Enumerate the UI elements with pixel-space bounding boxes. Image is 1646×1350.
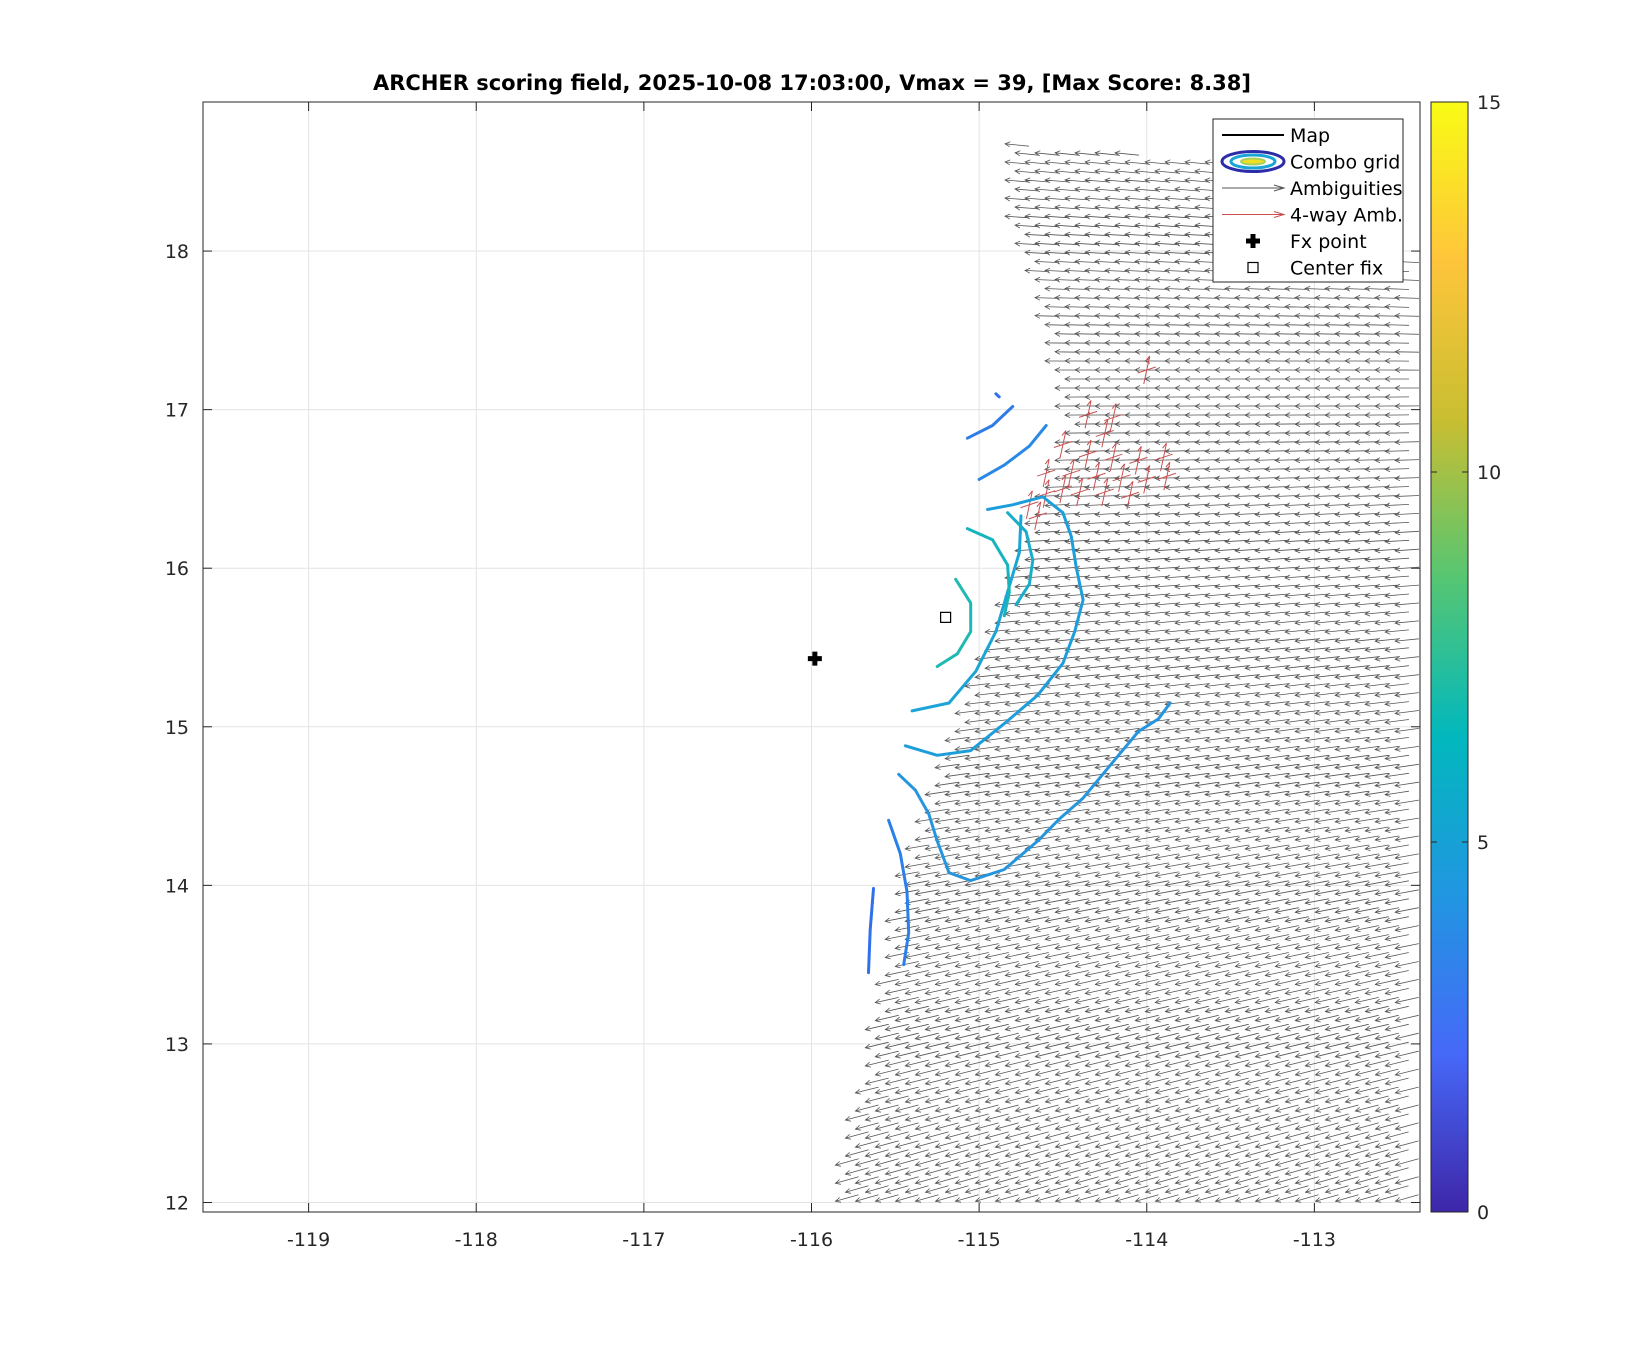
y-tick-label: 16: [165, 558, 189, 580]
combo-grid-contour: [977, 424, 1048, 481]
legend-label: Combo grid: [1290, 152, 1400, 174]
legend-arrow-swatch: [1222, 184, 1286, 192]
four-way-ambiguity-arrow: [1095, 477, 1115, 507]
y-tick-label: 12: [165, 1192, 189, 1214]
four-way-ambiguity-arrow: [1020, 490, 1039, 519]
four-way-ambiguity-arrow: [1078, 439, 1098, 469]
y-tick-label: 14: [165, 875, 189, 897]
legend-label: Fx point: [1290, 231, 1367, 253]
center-fix-marker: [940, 611, 952, 623]
colorbar-tick-label: 15: [1477, 92, 1501, 114]
four-way-ambiguity-arrow: [1037, 458, 1056, 488]
legend-box: [1212, 118, 1404, 283]
fix-markers: [807, 611, 952, 666]
grid-lines: [203, 102, 1420, 1212]
combo-grid-contour: [935, 577, 973, 668]
legend-contour-swatch-core: [1240, 157, 1266, 166]
four-way-ambiguity-arrows: [1020, 355, 1177, 530]
combo-grid-contour: [1006, 511, 1035, 607]
combo-grid-contour: [903, 495, 1085, 757]
legend-square-swatch: [1247, 261, 1259, 274]
legend-label: Ambiguities: [1290, 178, 1403, 200]
combo-grid-contour: [910, 514, 1023, 713]
x-tick-label: -113: [1293, 1229, 1336, 1251]
combo-grid-contour: [994, 392, 1001, 399]
four-way-ambiguity-arrow: [1137, 465, 1156, 494]
combo-grid-contour: [867, 887, 875, 975]
y-tick-label: 18: [165, 241, 189, 263]
four-way-ambiguity-arrow: [1053, 474, 1073, 504]
y-tick-label: 13: [165, 1034, 189, 1056]
four-way-ambiguity-arrow: [1129, 446, 1148, 475]
four-way-ambiguity-arrow: [1095, 419, 1115, 448]
four-way-ambiguity-arrow: [1037, 479, 1056, 508]
combo-grid-contour: [897, 701, 1172, 883]
legend-plus-swatch: [1246, 234, 1260, 248]
combo-grid-contour: [887, 818, 911, 967]
x-tick-label: -114: [1125, 1229, 1168, 1251]
four-way-ambiguity-arrow: [1078, 400, 1098, 429]
legend-label: Map: [1290, 125, 1330, 147]
x-tick-label: -117: [622, 1229, 665, 1251]
legend-arrow-swatch: [1222, 211, 1286, 218]
colorbar-gradient: [1430, 101, 1469, 1213]
legend-entry: Combo grid: [1220, 150, 1400, 174]
y-tick-label: 17: [165, 400, 189, 422]
colorbar-tick-label: 0: [1477, 1202, 1489, 1224]
four-way-ambiguity-arrow: [1070, 477, 1089, 507]
x-tick-label: -118: [455, 1229, 498, 1251]
legend-entry: 4-way Amb.: [1222, 205, 1403, 227]
four-way-ambiguity-arrow: [1120, 480, 1140, 510]
legend: Map Combo grid Ambiguities 4-way Amb. Fx poi…: [1212, 118, 1404, 283]
combo-grid-contours: [867, 392, 1172, 975]
four-way-ambiguity-arrow: [1157, 461, 1177, 491]
combo-grid-contour: [965, 527, 1011, 618]
legend-entry: Fx point: [1246, 231, 1367, 253]
legend-label: Center fix: [1290, 258, 1383, 280]
axis-ticks: -119 -118 -117 -116 -115 -114 -113 12 13 14 15 16 17…: [165, 102, 1420, 1251]
legend-entry: Center fix: [1247, 258, 1383, 280]
chart-title: ARCHER scoring field, 2025-10-08 17:03:0…: [373, 71, 1251, 95]
four-way-ambiguity-arrow: [1137, 355, 1156, 385]
four-way-ambiguity-arrow: [1087, 461, 1106, 491]
x-tick-label: -115: [958, 1229, 1001, 1251]
colorbar: 0 5 10 15: [1430, 92, 1501, 1224]
legend-entry: Ambiguities: [1222, 178, 1403, 200]
legend-entry: Map: [1222, 125, 1330, 147]
four-way-ambiguity-arrow: [1028, 501, 1047, 530]
colorbar-tick-label: 5: [1477, 832, 1489, 854]
four-way-ambiguity-arrow: [1053, 430, 1073, 459]
x-tick-label: -116: [790, 1229, 833, 1251]
combo-grid-contour: [965, 405, 1015, 440]
legend-label: 4-way Amb.: [1290, 205, 1403, 227]
four-way-ambiguity-arrow: [1112, 463, 1131, 492]
colorbar-tick-label: 10: [1477, 462, 1501, 484]
x-tick-label: -119: [287, 1229, 330, 1251]
four-way-ambiguity-arrow: [1104, 442, 1123, 472]
fx-point-marker: [807, 651, 822, 666]
four-way-ambiguity-arrow: [1154, 442, 1173, 472]
y-tick-label: 15: [165, 717, 189, 739]
